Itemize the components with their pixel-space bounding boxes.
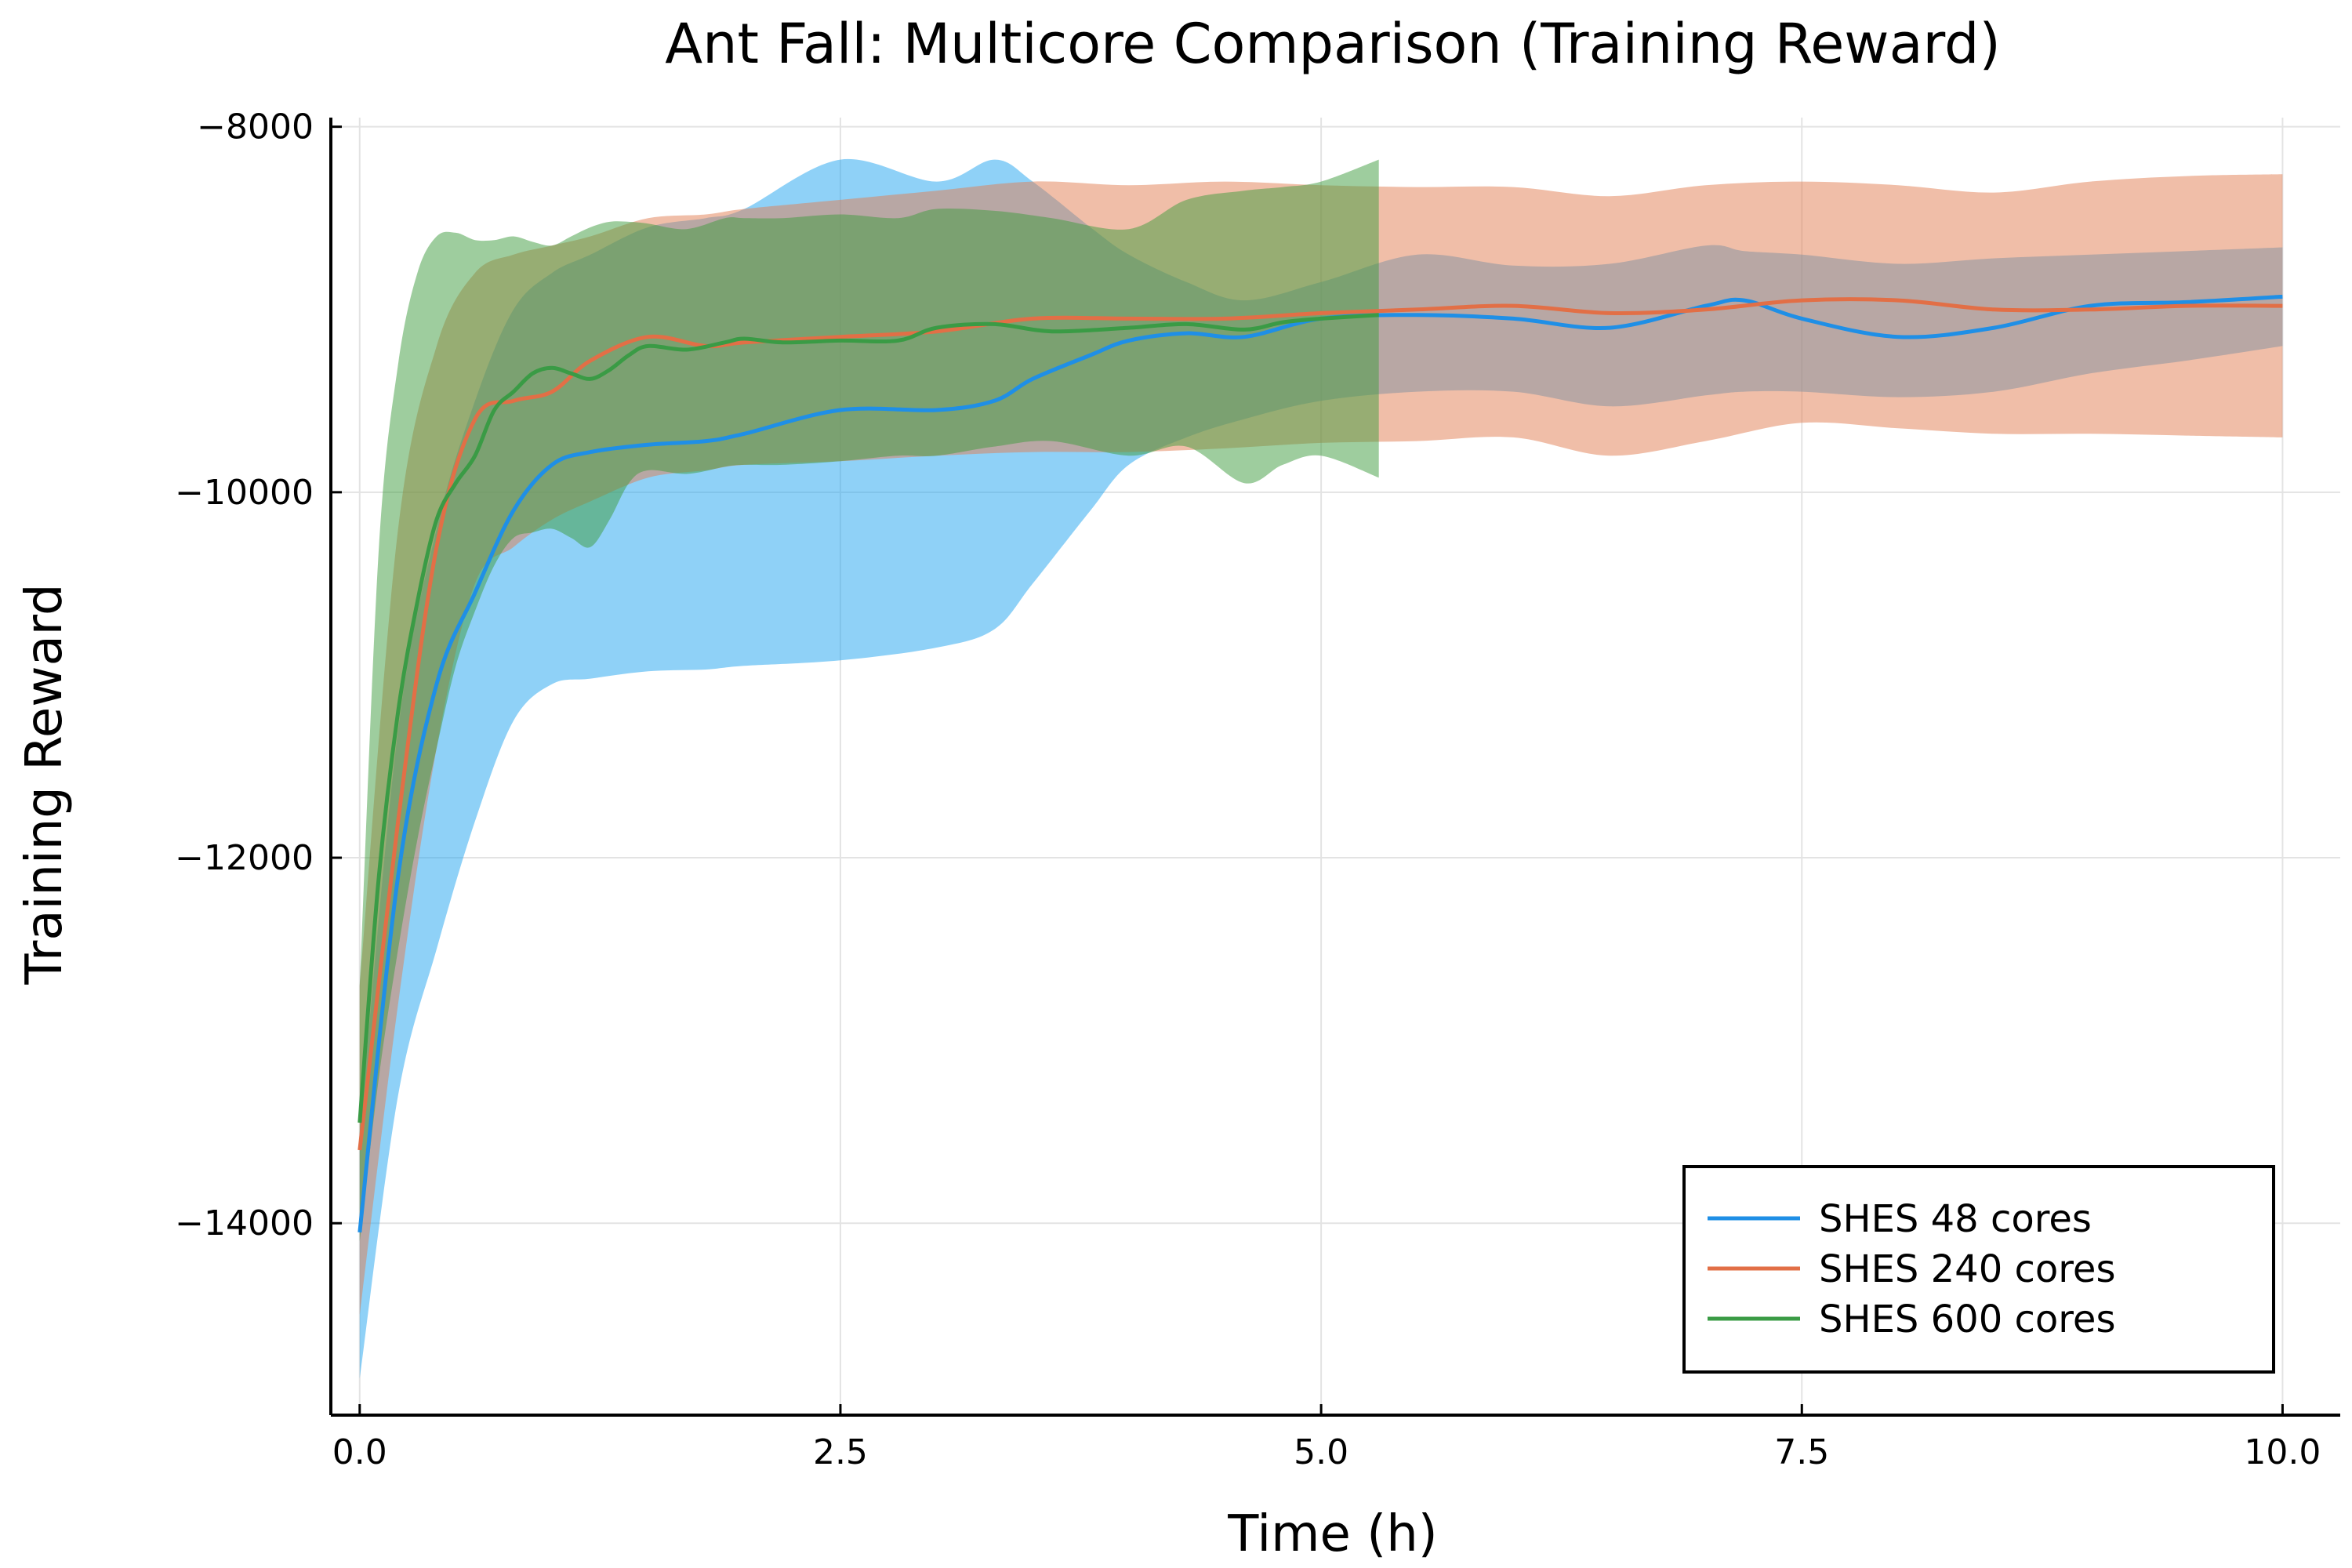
x-tick-label: 2.5 bbox=[813, 1432, 868, 1472]
axes bbox=[329, 118, 2340, 1417]
band-series-3 bbox=[359, 159, 1379, 1242]
y-tick-label: −12000 bbox=[175, 838, 314, 878]
line-series-3 bbox=[358, 313, 1379, 1123]
band-series-1 bbox=[359, 158, 2283, 1379]
series-lines bbox=[358, 294, 2283, 1233]
line-series-1 bbox=[358, 294, 2283, 1233]
x-tick-label: 5.0 bbox=[1294, 1432, 1348, 1472]
y-tick-label: −14000 bbox=[175, 1203, 314, 1243]
legend-label-2: SHES 240 cores bbox=[1819, 1247, 2115, 1291]
x-tick-label: 10.0 bbox=[2244, 1432, 2321, 1472]
legend-label-1: SHES 48 cores bbox=[1819, 1197, 2092, 1241]
y-axis-label: Training Reward bbox=[16, 583, 74, 985]
x-axis-label: Time (h) bbox=[1227, 1505, 1437, 1563]
x-tick-label: 0.0 bbox=[332, 1432, 387, 1472]
legend: SHES 48 cores SHES 240 cores SHES 600 core… bbox=[1682, 1165, 2275, 1374]
confidence-bands bbox=[359, 158, 2283, 1379]
x-tick-label: 7.5 bbox=[1774, 1432, 1829, 1472]
legend-label-3: SHES 600 cores bbox=[1819, 1298, 2115, 1341]
y-tick-label: −10000 bbox=[175, 473, 314, 513]
line-series-2 bbox=[358, 297, 2283, 1151]
y-tick-label: −8000 bbox=[197, 107, 314, 147]
tick-labels: 0.0 2.5 5.0 7.5 10.0 −14000 −12000 −10000 −8000 bbox=[175, 107, 2321, 1472]
chart-title: Ant Fall: Multicore Comparison (Training… bbox=[665, 12, 2001, 76]
